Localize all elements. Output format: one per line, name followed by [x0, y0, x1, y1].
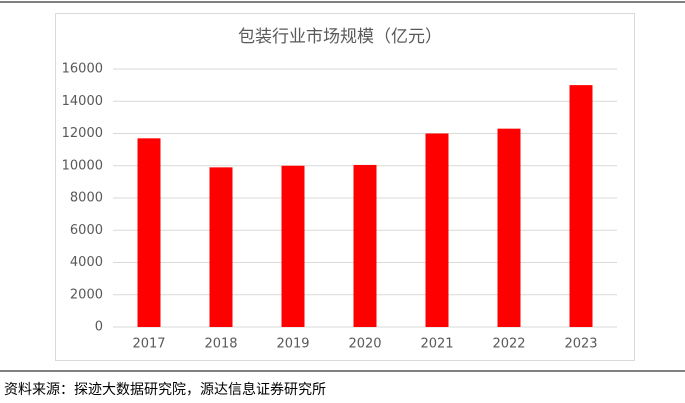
- y-tick-label: 6000: [70, 223, 103, 238]
- bar: [569, 85, 593, 327]
- y-tick-label: 16000: [62, 62, 103, 77]
- chart-title: 包装行业市场规模（亿元）: [238, 27, 442, 47]
- x-tick-label: 2017: [132, 337, 165, 352]
- bar: [281, 165, 305, 327]
- y-tick-label: 14000: [62, 94, 103, 109]
- y-tick-label: 0: [95, 320, 103, 335]
- x-tick-label: 2018: [204, 337, 237, 352]
- source-note: 资料来源：探迹大数据研究院，源达信息证券研究所: [4, 381, 326, 398]
- bar: [353, 164, 377, 327]
- y-tick-label: 2000: [70, 287, 103, 302]
- bar: [209, 167, 233, 327]
- y-tick-label: 4000: [70, 255, 103, 270]
- x-tick-label: 2019: [276, 337, 309, 352]
- bar: [497, 128, 521, 327]
- y-tick-label: 8000: [70, 191, 103, 206]
- x-tick-label: 2023: [564, 337, 597, 352]
- bar: [137, 138, 161, 327]
- x-tick-label: 2020: [348, 337, 381, 352]
- y-tick-label: 10000: [62, 158, 103, 173]
- y-tick-label: 12000: [62, 126, 103, 141]
- x-tick-label: 2021: [420, 337, 453, 352]
- bar: [425, 133, 449, 327]
- x-tick-label: 2022: [492, 337, 525, 352]
